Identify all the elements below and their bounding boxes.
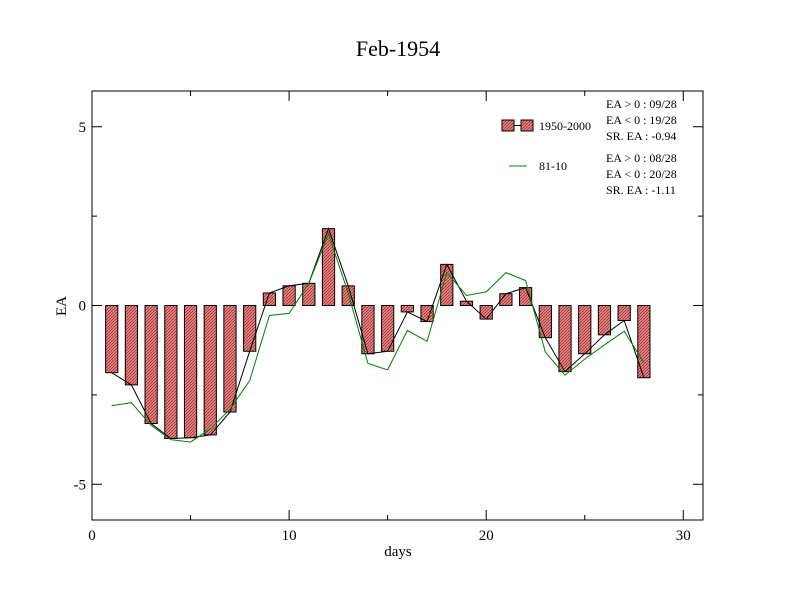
plot-area: 0 10 20 30 -5 0 5	[74, 90, 704, 544]
legend-stat-1950-2000: EA < 0 : 19/28	[606, 113, 677, 127]
y-tick-label: -5	[74, 477, 87, 493]
bar	[144, 305, 158, 424]
bar	[183, 305, 198, 439]
x-axis-label: days	[384, 544, 412, 560]
legend-label-1950-2000: 1950-2000	[539, 119, 591, 133]
bar	[223, 305, 237, 413]
bar	[105, 305, 119, 374]
legend-stat-81-10: EA > 0 : 08/28	[606, 151, 677, 165]
bar	[578, 305, 592, 355]
bar	[637, 305, 651, 379]
bar	[400, 305, 414, 313]
legend-swatch-1950-2000	[501, 119, 515, 132]
bar	[262, 292, 276, 306]
bar	[164, 305, 178, 439]
bar	[302, 282, 316, 306]
bar	[243, 305, 257, 352]
bar	[341, 285, 355, 306]
legend-stat-81-10: SR. EA : -1.11	[606, 183, 676, 197]
x-tick-label: 10	[282, 528, 297, 544]
bar	[440, 263, 454, 307]
bar	[381, 305, 395, 352]
bar	[558, 305, 572, 373]
legend-label-81-10: 81-10	[539, 159, 567, 173]
legend: 1950-2000 81-10 EA > 0 : 09/28 EA < 0 : 19/…	[501, 97, 677, 197]
y-tick-label: 0	[79, 299, 87, 315]
y-axis-label: EA	[54, 296, 70, 316]
x-tick-label: 0	[88, 528, 96, 544]
bar	[479, 305, 493, 320]
series-line-81-10	[111, 232, 645, 443]
legend-swatch-1950-2000	[520, 119, 534, 132]
x-tick-label: 20	[479, 528, 494, 544]
bar	[282, 285, 296, 306]
bar	[617, 305, 631, 322]
chart-title: Feb-1954	[356, 36, 440, 61]
bar	[124, 305, 139, 386]
y-tick-label: 5	[79, 120, 87, 136]
bar	[203, 305, 217, 436]
bar	[597, 305, 612, 336]
series-line-1950-2000	[111, 227, 645, 440]
x-tick-label: 30	[676, 528, 691, 544]
legend-stat-1950-2000: EA > 0 : 09/28	[606, 97, 677, 111]
bar	[538, 305, 552, 339]
legend-stat-81-10: EA < 0 : 20/28	[606, 167, 677, 181]
legend-stat-1950-2000: SR. EA : -0.94	[606, 129, 676, 143]
